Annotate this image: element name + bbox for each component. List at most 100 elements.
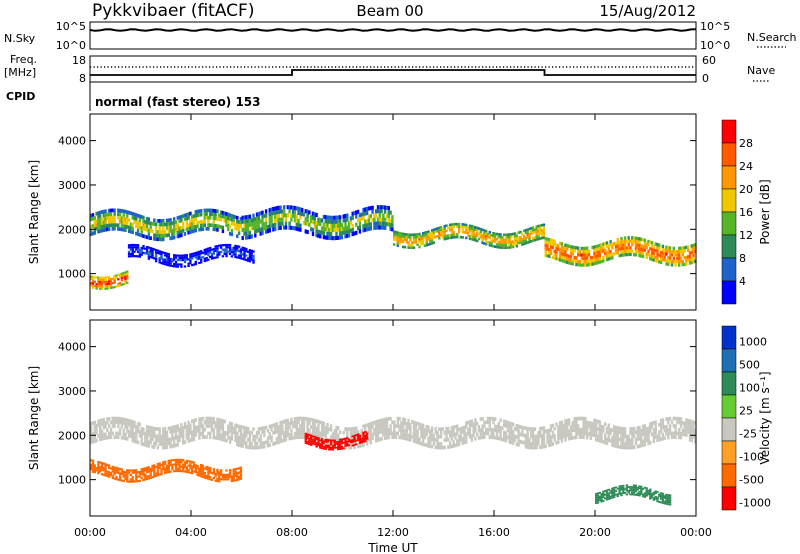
echo-cell bbox=[344, 218, 347, 223]
echo-cell bbox=[634, 236, 638, 240]
echo-cell bbox=[566, 244, 569, 248]
echo-cell bbox=[665, 417, 668, 422]
echo-cell bbox=[558, 421, 562, 425]
echo-cell bbox=[295, 431, 298, 436]
echo-cell bbox=[117, 282, 120, 285]
echo-cell bbox=[151, 249, 154, 253]
echo-cell bbox=[216, 253, 219, 256]
echo-cell bbox=[216, 224, 219, 228]
echo-cell bbox=[163, 222, 167, 227]
echo-cell bbox=[432, 241, 436, 244]
echo-cell bbox=[573, 259, 576, 263]
echo-cell bbox=[333, 215, 336, 220]
echo-cell bbox=[375, 423, 378, 428]
echo-cell bbox=[584, 424, 587, 428]
echo-cell bbox=[557, 429, 560, 433]
echo-cell bbox=[268, 212, 271, 217]
echo-cell bbox=[205, 468, 208, 471]
echo-cell bbox=[558, 432, 562, 436]
echo-cell bbox=[176, 234, 179, 239]
echo-cell bbox=[221, 476, 225, 479]
echo-cell bbox=[483, 242, 486, 245]
echo-cell bbox=[205, 248, 208, 251]
echo-cell bbox=[104, 472, 107, 475]
echo-cell bbox=[546, 247, 549, 251]
echo-cell bbox=[681, 246, 684, 250]
echo-cell bbox=[180, 233, 183, 238]
echo-cell bbox=[182, 254, 185, 257]
echo-cell bbox=[465, 432, 468, 437]
echo-cell bbox=[160, 438, 163, 443]
echo-cell bbox=[667, 431, 670, 436]
echo-cell bbox=[416, 243, 419, 246]
echo-cell bbox=[304, 434, 307, 437]
echo-cell bbox=[668, 256, 672, 260]
echo-cell bbox=[456, 222, 459, 226]
echo-cell bbox=[627, 239, 630, 243]
echo-cell bbox=[221, 478, 225, 481]
echo-cell bbox=[108, 417, 111, 421]
echo-cell bbox=[308, 222, 311, 227]
echo-cell bbox=[641, 432, 645, 436]
echo-cell bbox=[396, 244, 399, 247]
echo-cell bbox=[192, 437, 196, 441]
echo-cell bbox=[218, 480, 221, 483]
echo-cell bbox=[129, 226, 133, 230]
echo-cell bbox=[631, 491, 634, 494]
echo-cell bbox=[683, 249, 686, 253]
echo-cell bbox=[100, 225, 104, 229]
echo-cell bbox=[447, 234, 450, 237]
echo-cell bbox=[376, 221, 380, 226]
echo-cell bbox=[236, 474, 239, 477]
echo-cell bbox=[153, 233, 156, 237]
echo-cell bbox=[109, 223, 113, 228]
echo-cell bbox=[483, 420, 486, 425]
echo-cell bbox=[692, 427, 695, 432]
echo-cell bbox=[301, 427, 304, 432]
echo-cell bbox=[558, 251, 562, 255]
echo-cell bbox=[234, 226, 237, 231]
echo-cell bbox=[445, 234, 448, 238]
echo-cell bbox=[546, 237, 549, 241]
echo-cell bbox=[97, 226, 100, 230]
echo-cell bbox=[658, 501, 661, 503]
echo-cell bbox=[362, 216, 365, 221]
echo-cell bbox=[647, 489, 650, 492]
echo-cell bbox=[192, 221, 196, 226]
echo-cell bbox=[365, 441, 369, 446]
echo-cell bbox=[398, 237, 401, 240]
echo-cell bbox=[160, 257, 163, 260]
echo-cell bbox=[162, 251, 165, 254]
echo-cell bbox=[192, 218, 196, 222]
echo-cell bbox=[616, 426, 619, 430]
echo-cell bbox=[212, 435, 215, 440]
echo-cell bbox=[113, 215, 116, 220]
echo-cell bbox=[508, 241, 511, 244]
echo-cell bbox=[228, 469, 232, 472]
echo-cell bbox=[264, 440, 268, 445]
echo-cell bbox=[227, 212, 230, 217]
echo-cell bbox=[634, 490, 638, 493]
echo-cell bbox=[126, 210, 129, 214]
echo-cell bbox=[468, 427, 472, 432]
echo-cell bbox=[530, 229, 533, 233]
echo-cell bbox=[246, 227, 250, 232]
echo-cell bbox=[387, 428, 390, 432]
echo-cell bbox=[151, 256, 154, 259]
echo-cell bbox=[495, 425, 499, 429]
echo-cell bbox=[151, 229, 154, 233]
echo-cell bbox=[100, 281, 104, 284]
echo-cell bbox=[194, 251, 197, 255]
echo-cell bbox=[513, 438, 517, 442]
echo-cell bbox=[497, 240, 500, 244]
echo-cell bbox=[313, 436, 316, 438]
echo-cell bbox=[232, 251, 235, 254]
echo-cell bbox=[548, 432, 551, 436]
echo-cell bbox=[647, 434, 650, 438]
echo-cell bbox=[632, 239, 636, 243]
echo-cell bbox=[120, 223, 124, 228]
echo-cell bbox=[194, 433, 197, 437]
echo-cell bbox=[93, 431, 96, 436]
echo-cell bbox=[144, 431, 147, 436]
echo-cell bbox=[248, 430, 252, 435]
